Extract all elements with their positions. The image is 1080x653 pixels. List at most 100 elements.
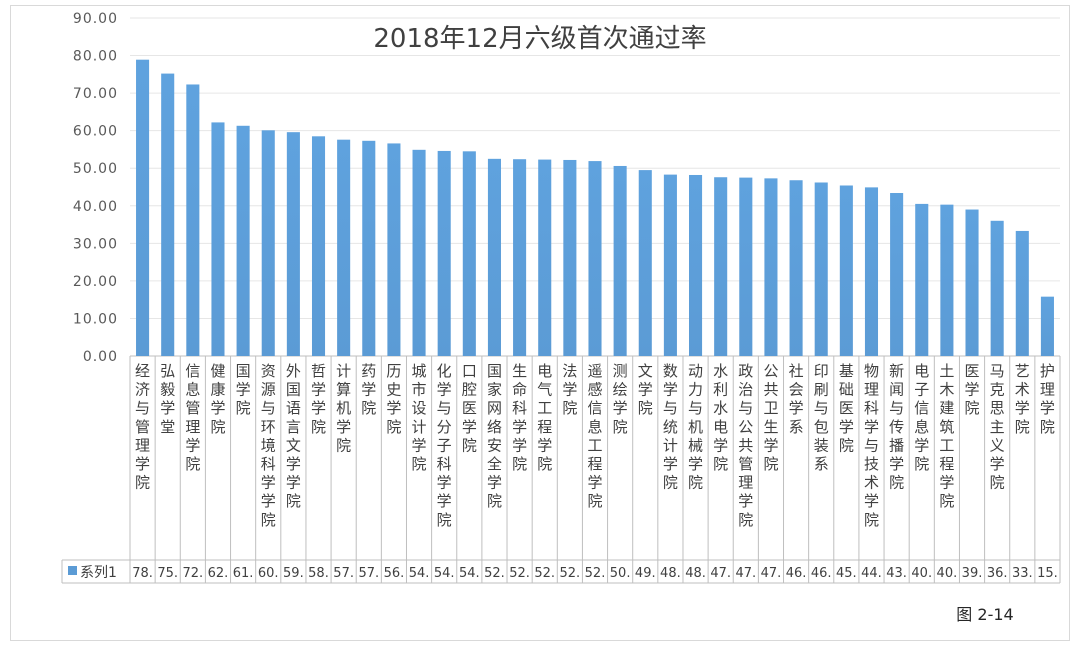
- data-label: 58.: [308, 566, 329, 581]
- data-label: 44.: [861, 566, 882, 581]
- data-label: 47.: [735, 566, 756, 581]
- category-label: 动力与机械学院: [688, 362, 703, 492]
- category-label: 健康学院: [210, 362, 225, 436]
- data-label: 15.: [1037, 566, 1058, 581]
- category-label: 城市设计学院: [412, 362, 427, 473]
- bar: [337, 139, 351, 356]
- bar: [689, 174, 703, 356]
- data-label: 52.: [534, 566, 555, 581]
- data-label: 47.: [710, 566, 731, 581]
- category-label: 经济与管理学院: [135, 362, 150, 492]
- data-label: 59.: [283, 566, 304, 581]
- category-label: 艺术学院: [1015, 362, 1030, 436]
- bar: [412, 149, 426, 356]
- data-label: 39.: [962, 566, 983, 581]
- category-label: 数学与统计学院: [663, 362, 678, 492]
- bar: [814, 182, 828, 356]
- category-label: 物理科学与技术学院: [864, 362, 879, 529]
- y-tick-label: 60.00: [73, 124, 118, 140]
- bar: [714, 177, 728, 356]
- data-label: 46.: [786, 566, 807, 581]
- bar: [161, 73, 175, 357]
- y-tick-label: 20.00: [73, 274, 118, 290]
- bar: [965, 209, 979, 356]
- grid-lines: [130, 17, 1060, 357]
- category-label: 新闻与传播学院: [889, 362, 904, 492]
- bar: [186, 84, 200, 357]
- data-label: 46.: [811, 566, 832, 581]
- bar: [311, 136, 326, 356]
- category-label: 外国语言文学学院: [286, 362, 301, 510]
- data-label: 61.: [233, 566, 254, 581]
- bar: [563, 159, 577, 356]
- chart-title: 2018年12月六级首次通过率: [373, 24, 706, 54]
- bar: [1040, 296, 1054, 356]
- data-label: 50.: [610, 566, 631, 581]
- category-label: 历史学院: [386, 362, 401, 436]
- bar: [839, 185, 853, 356]
- category-label: 信息管理学院: [185, 362, 200, 473]
- y-tick-label: 70.00: [73, 86, 118, 102]
- bar: [613, 165, 627, 356]
- y-tick-label: 90.00: [73, 11, 118, 27]
- bar: [588, 161, 602, 356]
- category-label: 护理学院: [1040, 362, 1055, 436]
- bar: [286, 132, 300, 356]
- category-label: 政治与公共管理学院: [738, 362, 753, 529]
- y-tick-label: 80.00: [73, 49, 118, 65]
- category-label: 土木建筑工程学院: [939, 362, 954, 510]
- category-label: 测绘学院: [613, 362, 628, 436]
- category-label: 生命科学学院: [512, 362, 527, 473]
- category-label: 资源与环境科学学院: [261, 362, 276, 529]
- y-axis-ticks: 0.00 10.00 20.00 30.00 40.00 50.00 60.00 70.00 8…: [73, 11, 118, 365]
- category-label: 国学院: [236, 362, 251, 417]
- category-label: 电气工程学院: [537, 362, 552, 473]
- bar: [513, 159, 527, 356]
- bar: [462, 151, 476, 356]
- bar: [362, 140, 376, 356]
- bar: [638, 170, 652, 356]
- data-label: 62.: [208, 566, 229, 581]
- data-label: 48.: [660, 566, 681, 581]
- category-label: 口腔医学院: [462, 362, 477, 454]
- data-label: 48.: [685, 566, 706, 581]
- category-label: 哲学学院: [311, 362, 326, 436]
- y-tick-label: 50.00: [73, 161, 118, 177]
- category-label: 水利水电学院: [713, 362, 728, 473]
- y-tick-label: 0.00: [83, 349, 118, 365]
- y-tick-label: 10.00: [73, 311, 118, 327]
- data-label: 43.: [886, 566, 907, 581]
- bar: [1015, 230, 1029, 356]
- category-label: 药学院: [361, 362, 376, 417]
- category-label: 医学院: [965, 362, 980, 417]
- data-label: 47.: [761, 566, 782, 581]
- bar: [990, 220, 1004, 356]
- data-label: 72.: [182, 566, 203, 581]
- category-label: 文学院: [638, 362, 653, 417]
- category-label: 法学院: [562, 362, 577, 417]
- data-label: 60.: [258, 566, 279, 581]
- category-label: 计算机学院: [336, 362, 351, 454]
- bar: [387, 143, 401, 356]
- y-tick-label: 30.00: [73, 236, 118, 252]
- data-label: 49.: [635, 566, 656, 581]
- y-tick-label: 40.00: [73, 199, 118, 215]
- category-label: 马克思主义学院: [990, 362, 1005, 492]
- data-label: 36.: [987, 566, 1008, 581]
- bar: [864, 187, 879, 356]
- legend-swatch: [68, 566, 77, 575]
- bar: [437, 150, 451, 356]
- data-label: 54.: [434, 566, 455, 581]
- bar: [739, 177, 753, 356]
- bar: [915, 203, 929, 356]
- data-label: 54.: [409, 566, 430, 581]
- data-label: 40.: [937, 566, 958, 581]
- bar: [789, 180, 803, 356]
- data-label: 57.: [358, 566, 379, 581]
- bar: [890, 193, 904, 356]
- data-label: 52.: [509, 566, 530, 581]
- bar: [538, 159, 552, 356]
- data-label: 45.: [836, 566, 857, 581]
- data-label: 57.: [333, 566, 354, 581]
